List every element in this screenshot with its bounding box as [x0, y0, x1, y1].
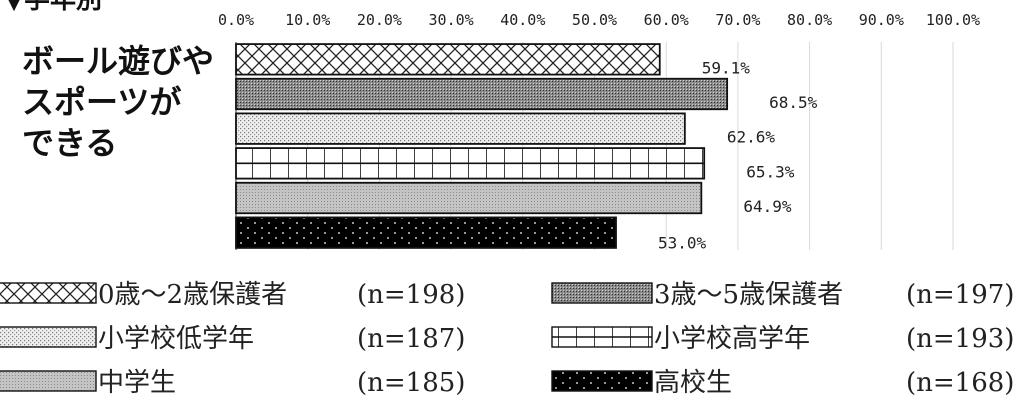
- bar: [235, 77, 729, 111]
- bars: [235, 43, 729, 249]
- x-tick-label: 10.0%: [285, 11, 330, 29]
- legend-n: (n=168): [906, 368, 1014, 397]
- x-tick-label: 50.0%: [572, 11, 617, 29]
- bar: [235, 216, 617, 249]
- chart-heading: ▼学年別: [4, 0, 102, 15]
- data-label: 59.1%: [702, 58, 751, 77]
- data-label: 65.3%: [746, 162, 795, 181]
- data-label: 62.6%: [727, 128, 776, 147]
- category-label-line: スポーツが: [22, 83, 181, 121]
- category-label-line: できる: [22, 124, 117, 162]
- legend-swatch: [0, 370, 97, 392]
- legend-n: (n=185): [357, 368, 465, 397]
- legend-swatch: [0, 282, 97, 304]
- legend-n: (n=193): [906, 324, 1014, 354]
- category-label-line: ボール遊びや: [22, 42, 214, 80]
- legend-n: (n=198): [357, 280, 465, 310]
- legend-swatch: [551, 282, 653, 304]
- legend: 0歳～2歳保護者 (n=198) 3歳～5歳保護者 (n=197) 小学校低学年 (n=1…: [0, 280, 1014, 397]
- legend-label: 0歳～2歳保護者: [98, 280, 287, 310]
- bar: [235, 112, 686, 145]
- x-tick-label: 30.0%: [429, 11, 474, 29]
- legend-label: 高校生: [654, 368, 732, 397]
- legend-label: 小学校低学年: [98, 324, 254, 354]
- grid-lines: [307, 42, 954, 250]
- x-tick-label: 100.0%: [926, 11, 980, 29]
- legend-label: 中学生: [98, 368, 176, 397]
- x-tick-label: 0.0%: [218, 11, 254, 29]
- x-axis-ticks: 0.0% 10.0% 20.0% 30.0% 40.0% 50.0% 60.0% 70.0% 8…: [218, 11, 980, 29]
- data-labels: 59.1% 68.5% 62.6% 65.3% 64.9% 53.0%: [658, 58, 818, 252]
- data-label: 53.0%: [658, 234, 707, 253]
- x-tick-label: 20.0%: [357, 11, 402, 29]
- legend-swatch: [551, 370, 653, 392]
- x-tick-label: 40.0%: [500, 11, 545, 29]
- bar: [235, 43, 661, 76]
- x-tick-label: 70.0%: [715, 11, 760, 29]
- x-tick-label: 60.0%: [644, 11, 689, 29]
- legend-label: 3歳～5歳保護者: [654, 280, 843, 310]
- bar: [235, 181, 703, 215]
- data-label: 64.9%: [743, 197, 792, 216]
- x-tick-label: 90.0%: [859, 11, 904, 29]
- data-label: 68.5%: [769, 93, 818, 112]
- x-tick-label: 80.0%: [787, 11, 832, 29]
- legend-n: (n=187): [357, 324, 465, 354]
- legend-label: 小学校高学年: [654, 324, 810, 354]
- legend-swatch: [0, 326, 97, 348]
- legend-n: (n=197): [906, 280, 1014, 310]
